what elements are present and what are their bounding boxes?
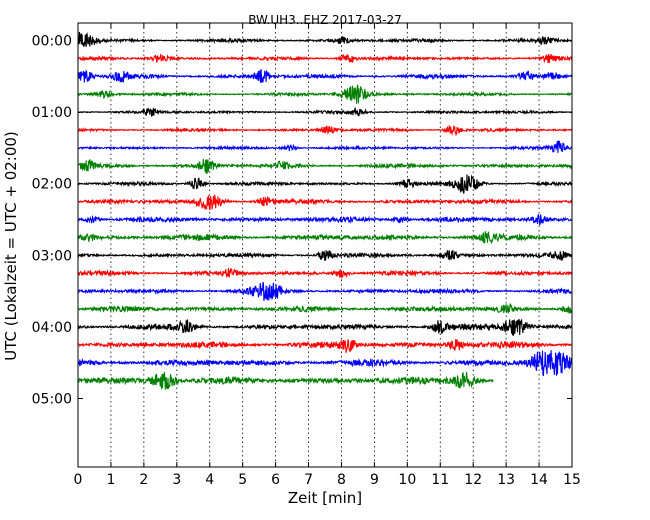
plot-frame: [77, 22, 573, 468]
trace-row: [77, 194, 573, 211]
trace-row: [77, 84, 573, 104]
x-axis-ticks: 0 1 2 3 4 5 6 7 8 9 10 11 12 13 14 15: [74, 23, 581, 488]
y-tick-label: 02:00: [32, 177, 72, 193]
trace-row: [77, 107, 573, 117]
y-tick-label: 05:00: [32, 392, 72, 408]
x-tick-label: 12: [464, 472, 482, 488]
trace-row: [77, 338, 573, 353]
grid-lines: [110, 23, 540, 467]
trace-row: [77, 124, 573, 137]
x-tick-label: 10: [398, 472, 416, 488]
x-tick-label: 0: [74, 472, 83, 488]
trace-row: [77, 140, 573, 153]
x-tick-label: 9: [370, 472, 379, 488]
x-tick-label: 5: [238, 472, 247, 488]
trace-row: [77, 31, 573, 48]
y-tick-label: 00:00: [32, 34, 72, 50]
x-tick-label: 15: [563, 472, 581, 488]
chart-title: BW.UH3..EHZ 2017-03-27: [248, 13, 402, 27]
x-tick-label: 2: [139, 472, 148, 488]
x-tick-label: 1: [106, 472, 115, 488]
trace-row: [77, 53, 573, 64]
trace-row: [77, 158, 573, 174]
x-tick-label: 6: [271, 472, 280, 488]
x-tick-label: 7: [304, 472, 313, 488]
trace-row: [77, 250, 573, 262]
x-axis-label: Zeit [min]: [288, 489, 362, 507]
x-tick-label: 8: [337, 472, 346, 488]
y-tick-label: 03:00: [32, 248, 72, 264]
y-tick-label: 04:00: [32, 320, 72, 336]
y-axis-ticks: 00:00 01:00 02:00 03:00 04:00 05:00: [32, 34, 572, 408]
trace-row: [77, 231, 573, 245]
y-tick-label: 01:00: [32, 105, 72, 121]
x-tick-label: 4: [205, 472, 214, 488]
trace-row: [77, 281, 573, 301]
x-tick-label: 11: [431, 472, 449, 488]
x-tick-label: 3: [172, 472, 181, 488]
trace-row: [78, 174, 573, 194]
y-axis-label: UTC (Lokalzeit = UTC + 02:00): [2, 131, 20, 361]
trace-row: [77, 267, 573, 279]
x-tick-label: 14: [530, 472, 548, 488]
x-tick-label: 13: [497, 472, 515, 488]
trace-rows: [77, 31, 573, 390]
trace-row: [77, 69, 573, 84]
trace-row: [77, 302, 573, 314]
trace-row: [77, 371, 494, 390]
trace-row: [77, 318, 573, 336]
trace-row: [77, 214, 573, 226]
trace-row: [77, 350, 573, 377]
